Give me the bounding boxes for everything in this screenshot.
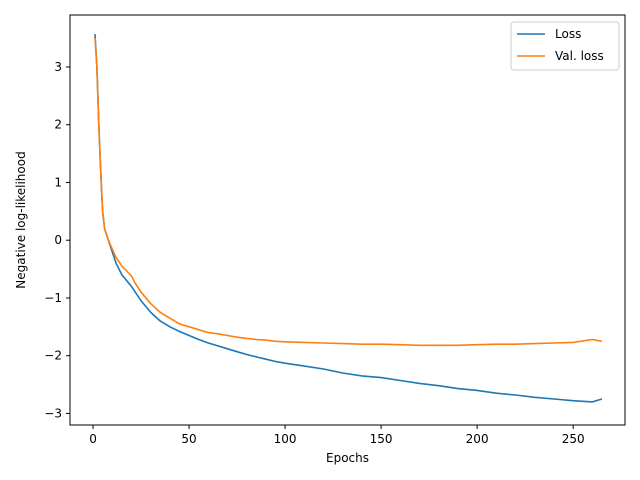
ticks-layer: 0 50 100 150 200 250 −3 −2 −1 0 1 2 3 xyxy=(44,60,584,446)
y-tick-label: 1 xyxy=(54,175,62,189)
x-tick-label: 200 xyxy=(466,432,489,446)
y-tick-label: 0 xyxy=(54,233,62,247)
series-line-val-loss xyxy=(94,38,603,347)
legend: Loss Val. loss xyxy=(510,21,620,71)
x-tick-label: 0 xyxy=(89,432,97,446)
x-axis-label: Epochs xyxy=(326,451,369,465)
y-axis-label: Negative log-likelihood xyxy=(14,151,28,288)
y-tick-label: −2 xyxy=(44,349,62,363)
x-tick-label: 100 xyxy=(274,432,297,446)
x-tick-label: 150 xyxy=(370,432,393,446)
y-tick-label: −3 xyxy=(44,406,62,420)
x-tick-label: 250 xyxy=(562,432,585,446)
series-layer xyxy=(94,34,603,403)
y-tick-label: 2 xyxy=(54,118,62,132)
series-line-loss xyxy=(94,34,603,403)
x-tick-label: 50 xyxy=(181,432,196,446)
legend-label-loss: Loss xyxy=(555,27,581,41)
legend-label-val-loss: Val. loss xyxy=(555,49,604,63)
axes-frame xyxy=(69,14,626,426)
plot-area xyxy=(69,14,626,426)
y-tick-label: 3 xyxy=(54,60,62,74)
y-tick-label: −1 xyxy=(44,291,62,305)
